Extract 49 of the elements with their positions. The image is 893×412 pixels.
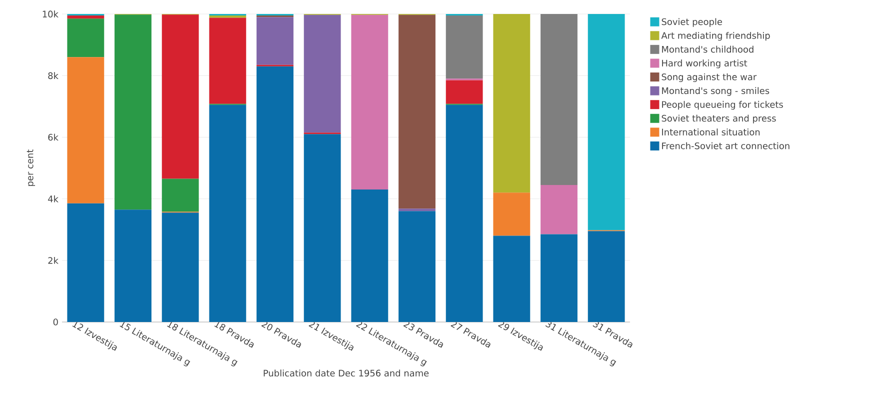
bar — [114, 14, 152, 210]
bar — [256, 66, 294, 322]
y-axis-title: per cent — [26, 150, 36, 186]
bar — [304, 134, 341, 322]
bar — [67, 18, 104, 58]
bar — [446, 80, 483, 104]
bar — [398, 14, 436, 209]
bar — [67, 57, 104, 204]
legend-label: French-Soviet art connection — [662, 142, 790, 150]
bar — [540, 14, 578, 185]
legend-label: Montand's song - smiles — [662, 87, 770, 96]
bar — [67, 16, 104, 19]
y-tick-label: 4k — [48, 195, 58, 202]
bar — [162, 14, 199, 179]
bar — [398, 211, 436, 322]
bar — [540, 184, 578, 234]
bar — [304, 14, 341, 133]
legend-label: Hard working artist — [662, 60, 748, 68]
bar — [446, 16, 483, 79]
bar — [493, 192, 530, 236]
legend-label: International situation — [662, 128, 760, 136]
bar — [162, 212, 199, 322]
legend-label: Song against the war — [662, 73, 757, 82]
y-tick-label: 2k — [48, 256, 58, 264]
bar — [493, 236, 530, 322]
bar — [114, 210, 152, 322]
y-tick-label: 8k — [48, 72, 58, 80]
bar — [256, 17, 294, 65]
y-tick-label: 0 — [53, 318, 58, 326]
bar — [351, 14, 388, 190]
bar — [446, 104, 483, 322]
legend-label: Soviet theaters and press — [662, 114, 776, 124]
legend-label: Soviet people — [662, 18, 722, 27]
bar — [398, 208, 436, 212]
y-tick-label: 10k — [42, 10, 58, 18]
legend-label: People queueing for tickets — [662, 100, 783, 110]
bar — [540, 234, 578, 322]
legend-label: Montand's childhood — [662, 46, 754, 53]
legend-label: Art mediating friendship — [661, 32, 770, 41]
bar — [588, 14, 625, 230]
bar — [162, 178, 199, 212]
bar — [588, 231, 625, 322]
x-axis-title: Publication date Dec 1956 and name — [264, 370, 429, 377]
bar — [67, 203, 104, 322]
bar — [493, 14, 530, 193]
bar — [351, 190, 388, 322]
bar — [209, 18, 246, 104]
bar — [209, 104, 246, 322]
y-tick-label: 6k — [48, 134, 58, 141]
